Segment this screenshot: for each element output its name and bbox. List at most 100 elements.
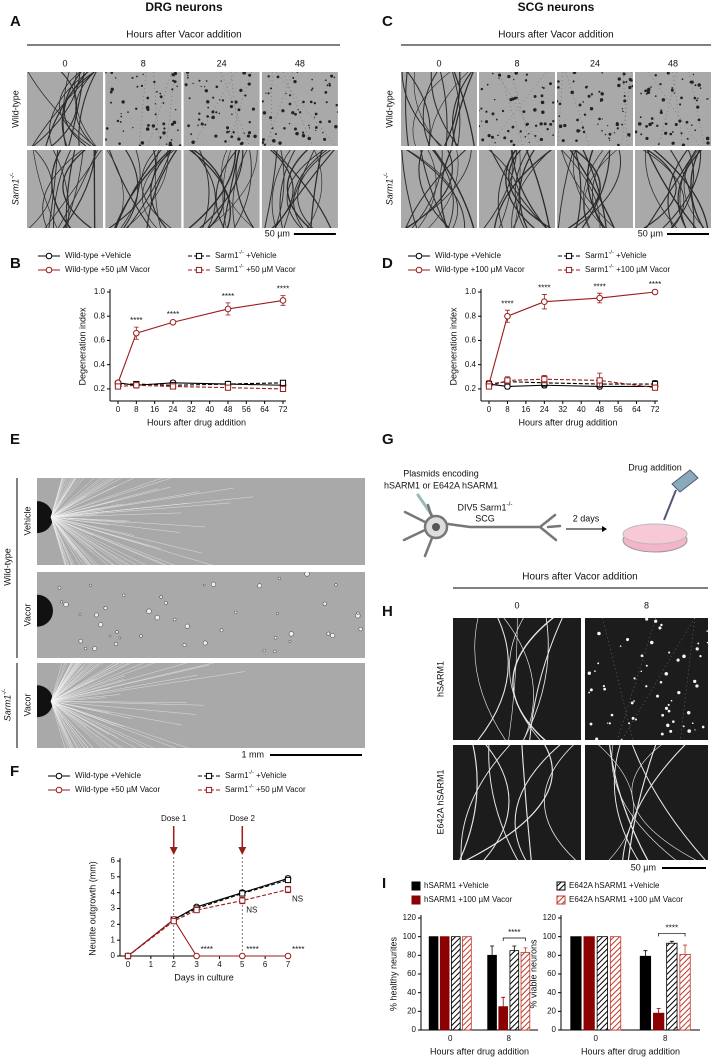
debris [681,78,684,81]
debris [608,722,611,725]
debris [697,83,701,87]
fiber [512,618,555,740]
panel-letter: H [382,603,393,620]
cell [60,600,64,604]
y-tick-label: 3 [111,904,116,913]
annotation: **** [538,284,550,293]
x-tick-label: 48 [224,405,233,414]
cell [115,630,119,634]
debris [334,124,338,129]
debris [695,647,699,651]
bar [666,942,678,1031]
fiber [50,72,78,146]
micrograph [635,150,711,228]
diagram-text: Plasmids encoding [403,468,479,478]
fiber [142,150,176,228]
y-tick-label: 1.0 [94,287,106,296]
debris [481,138,485,142]
debris [660,732,664,736]
debris [176,85,178,87]
debris [680,96,683,100]
debris [309,100,313,104]
debris [192,82,194,85]
debris [220,80,222,82]
x-tick-label: 56 [614,405,623,414]
fiber [406,150,459,228]
fiber [50,663,77,702]
debris [513,78,515,81]
bar [639,955,652,1031]
debris [490,135,494,139]
fiber [115,150,162,228]
debris [211,110,215,114]
significance-bracket [658,932,686,937]
fiber [50,663,80,702]
cell [219,628,224,633]
debris [572,80,575,83]
debris [200,85,202,88]
debris [313,116,316,118]
debris [168,144,171,146]
debris [610,713,614,717]
fiber [50,517,73,565]
debris [159,92,162,95]
image-content [28,150,102,228]
fiber [50,701,85,748]
debris [695,684,699,688]
debris [671,141,675,145]
marker [651,288,659,296]
fiber [50,701,115,726]
debris [153,80,156,84]
fiber [50,517,72,565]
debris [324,79,327,82]
fiber [50,486,116,518]
cell [94,612,99,618]
debris [524,135,527,138]
debris [613,132,616,134]
series-line [127,888,289,957]
fiber [50,663,63,702]
debris [186,76,189,79]
fiber [508,150,552,228]
debris [292,76,295,79]
debris [640,133,643,136]
debris [283,126,286,130]
debris [293,127,297,131]
debris [328,82,331,85]
debris [231,113,233,116]
fiber [514,150,529,228]
debris [263,143,267,146]
micrograph [105,72,182,146]
column-label: 8 [644,600,649,610]
fiber [602,618,634,740]
micrograph [27,150,103,228]
y-tick-label: 1.0 [465,287,477,296]
image-background [557,72,633,146]
debris [242,72,246,75]
debris [670,88,674,92]
debris [634,718,637,721]
annotation: **** [292,945,304,954]
image-content [105,72,182,146]
scale-bar-label: 50 µm [631,862,656,872]
debris [310,89,313,91]
fiber [50,701,103,748]
annotation: NS [292,895,303,904]
debris [561,139,565,143]
debris [599,100,602,102]
debris [221,99,225,102]
debris [313,102,317,105]
debris [682,725,685,728]
micrograph [401,150,477,228]
debris [615,122,620,127]
debris [323,137,327,141]
debris [248,73,252,77]
debris [576,118,579,122]
debris [269,116,273,120]
fiber [667,150,689,228]
debris [639,116,642,119]
image-background [453,745,581,860]
fiber [50,516,206,528]
debris [621,123,624,126]
fiber [50,516,146,565]
